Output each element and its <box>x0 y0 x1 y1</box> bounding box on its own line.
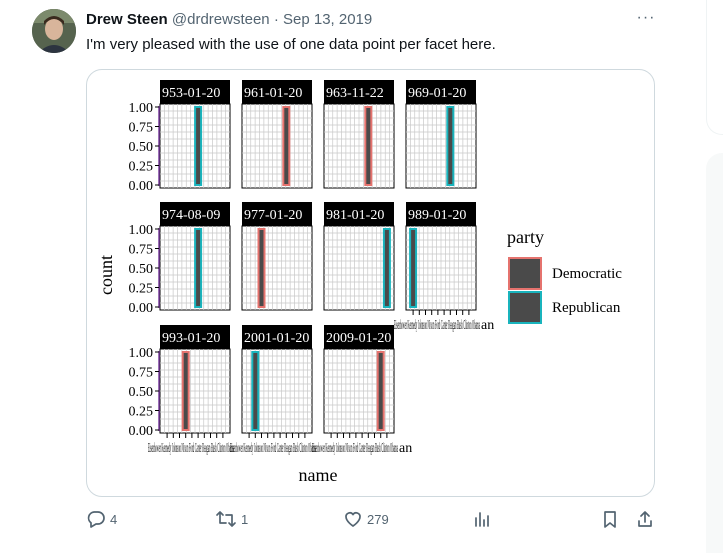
y-tick-label: 0.75 <box>129 121 154 136</box>
reply-icon <box>87 511 105 528</box>
x-tick-labels-overlapping: Eisenhower Kennedy Johnson Nixon Ford Ca… <box>148 441 234 456</box>
reply-button[interactable]: 4 <box>86 509 117 529</box>
author-handle[interactable]: @drdrewsteen <box>171 11 270 28</box>
legend-key <box>508 291 542 324</box>
legend-key <box>508 257 542 290</box>
y-tick-label: 0.25 <box>129 282 154 297</box>
bookmark-button[interactable] <box>600 509 620 529</box>
faceted-bar-chart: 953-01-20 1.00 0.75 0.50 0.25 0.00 961-01-20 96… <box>96 80 622 485</box>
facet-strip <box>242 325 312 349</box>
facet-strip <box>406 202 476 226</box>
avatar[interactable] <box>32 9 76 53</box>
x-tick-labels-overlapping: Eisenhower Kennedy Johnson Nixon Ford Ca… <box>230 441 316 456</box>
y-tick-label: 0.75 <box>129 243 154 258</box>
legend-label: Republican <box>552 300 621 316</box>
facet-strip-label: 989-01-20 <box>408 208 466 223</box>
x-axis-title: name <box>299 465 338 485</box>
y-tick-label: 0.00 <box>129 179 154 194</box>
retweet-button[interactable]: 1 <box>215 509 248 529</box>
tweet-date[interactable]: Sep 13, 2019 <box>283 11 373 28</box>
facet-strip-label: 974-08-09 <box>162 208 220 223</box>
bar <box>194 228 203 308</box>
x-tick-label-tail: an <box>399 441 412 456</box>
separator-dot: · <box>273 11 279 28</box>
facet-strip <box>242 202 312 226</box>
sidebar-panel-top <box>706 0 723 135</box>
x-tick-labels-overlapping: Eisenhower Kennedy Johnson Nixon Ford Ca… <box>312 441 398 456</box>
bar <box>282 106 291 186</box>
facet-strip <box>324 80 394 104</box>
y-tick-label: 0.25 <box>129 160 154 175</box>
facet-strip-label: 2009-01-20 <box>326 331 391 346</box>
facet-strip-label: 993-01-20 <box>162 331 220 346</box>
y-tick-label: 0.50 <box>129 140 154 155</box>
like-count: 279 <box>367 511 389 527</box>
bar <box>446 106 455 186</box>
y-axis-title: count <box>96 255 116 295</box>
facet-strip-label: 2001-01-20 <box>244 331 309 346</box>
bar <box>409 228 418 308</box>
facet-strip <box>160 202 230 226</box>
facet-strip-label: 953-01-20 <box>162 86 220 101</box>
tweet-text: I'm very pleased with the use of one dat… <box>86 36 496 53</box>
like-button[interactable]: 279 <box>343 509 389 529</box>
retweet-icon <box>216 511 236 527</box>
media-card[interactable]: 953-01-20 1.00 0.75 0.50 0.25 0.00 961-01-20 96… <box>86 69 655 497</box>
x-tick-labels-overlapping: Eisenhower Kennedy Johnson Nixon Ford Ca… <box>394 318 480 333</box>
y-tick-label: 0.25 <box>129 405 154 420</box>
views-button[interactable] <box>472 509 492 529</box>
facet-strip <box>160 80 230 104</box>
bar <box>181 351 190 431</box>
facet-strip <box>242 80 312 104</box>
facet-strip-label: 963-11-22 <box>326 86 384 101</box>
bar <box>194 106 203 186</box>
facet-strip-label: 981-01-20 <box>326 208 384 223</box>
facet-strip <box>160 325 230 349</box>
facet-strip-label: 969-01-20 <box>408 86 466 101</box>
y-tick-label: 1.00 <box>129 223 154 238</box>
heart-icon <box>345 512 361 527</box>
analytics-icon <box>475 512 489 527</box>
more-options-icon[interactable]: ··· <box>636 9 656 26</box>
facet-strip <box>324 325 394 349</box>
facet-strip <box>324 202 394 226</box>
bar <box>251 351 260 431</box>
share-icon <box>638 511 652 527</box>
facet-strip <box>406 80 476 104</box>
author-name[interactable]: Drew Steen <box>86 11 168 28</box>
tweet-header: Drew Steen @drdrewsteen · Sep 13, 2019 <box>86 10 372 30</box>
bar <box>257 228 266 308</box>
y-tick-label: 1.00 <box>129 346 154 361</box>
action-bar: 4 1 279 <box>86 509 658 533</box>
facet-strip-label: 961-01-20 <box>244 86 302 101</box>
facet-strip-label: 977-01-20 <box>244 208 302 223</box>
bar <box>382 228 391 308</box>
bar <box>376 351 385 431</box>
reply-count: 4 <box>110 511 118 527</box>
y-tick-label: 0.00 <box>129 301 154 316</box>
bookmark-icon <box>604 511 616 528</box>
x-tick-label-tail: an <box>481 318 494 333</box>
y-tick-label: 1.00 <box>129 101 154 116</box>
share-button[interactable] <box>635 509 655 529</box>
y-tick-label: 0.50 <box>129 385 154 400</box>
y-tick-label: 0.50 <box>129 262 154 277</box>
tweet: Drew Steen @drdrewsteen · Sep 13, 2019 ·… <box>32 9 658 533</box>
retweet-count: 1 <box>241 511 249 527</box>
sidebar-panel-bottom <box>706 153 723 553</box>
legend-label: Democratic <box>552 266 622 282</box>
bar <box>364 106 373 186</box>
y-tick-label: 0.00 <box>129 424 154 439</box>
legend-title: party <box>507 227 544 247</box>
y-tick-label: 0.75 <box>129 366 154 381</box>
